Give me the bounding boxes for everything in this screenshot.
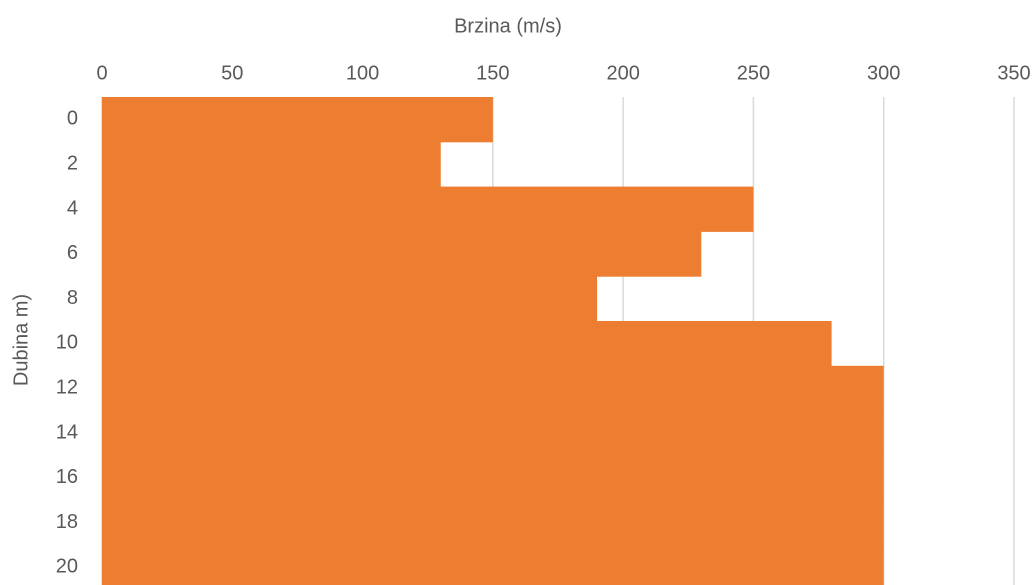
x-tick-label: 50 [221, 62, 243, 84]
bar [102, 500, 884, 546]
y-tick-label: 16 [56, 466, 78, 488]
y-tick-label: 6 [67, 242, 78, 264]
bar [102, 276, 598, 322]
y-tick-label: 18 [56, 511, 78, 533]
y-tick-label: 20 [56, 556, 78, 578]
y-tick-label: 8 [67, 287, 78, 309]
y-tick-label: 14 [56, 421, 78, 443]
x-tick-label: 250 [737, 62, 770, 84]
bar [102, 186, 754, 232]
x-tick-label: 300 [867, 62, 900, 84]
bar [102, 231, 702, 277]
x-tick-label: 150 [476, 62, 509, 84]
chart-title: Brzina (m/s) [454, 15, 562, 37]
y-tick-label: 10 [56, 332, 78, 354]
y-tick-label: 0 [67, 108, 78, 130]
bar [102, 141, 441, 188]
bar [102, 97, 493, 143]
y-axis-title: Dubina m) [10, 294, 32, 386]
x-tick-label: 100 [346, 62, 379, 84]
x-tick-label: 200 [606, 62, 639, 84]
bar [102, 545, 884, 585]
bar [102, 365, 884, 412]
x-tick-label: 0 [96, 62, 107, 84]
y-tick-label: 2 [67, 152, 78, 174]
y-tick-label: 12 [56, 376, 78, 398]
x-tick-label: 350 [997, 62, 1030, 84]
bar [102, 321, 832, 367]
bar [102, 410, 884, 456]
bar [102, 455, 884, 501]
y-tick-label: 4 [67, 197, 78, 219]
